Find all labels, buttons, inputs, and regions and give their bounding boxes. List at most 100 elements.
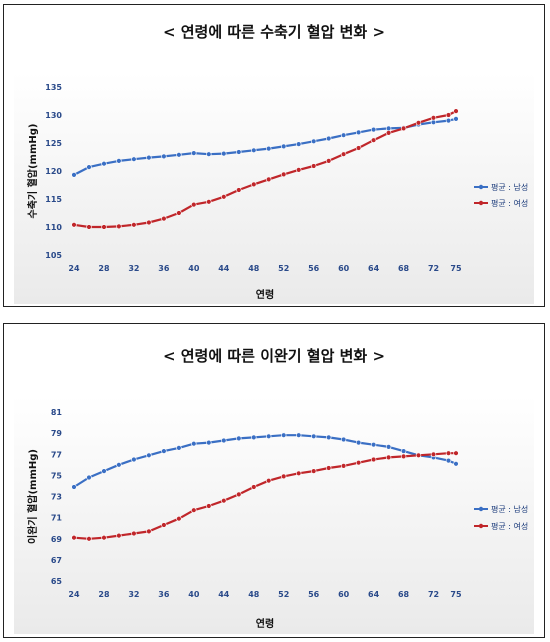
x-tick-label: 48	[248, 264, 260, 273]
data-point	[131, 222, 137, 228]
data-point	[101, 535, 107, 541]
data-point	[191, 201, 197, 208]
y-axis-label: 이완기 혈압(mmHg)	[26, 449, 39, 544]
data-point	[311, 163, 317, 169]
data-point	[281, 473, 287, 480]
y-tick-label: 73	[51, 493, 62, 502]
y-axis-label: 수축기 혈압(mmHg)	[26, 124, 39, 219]
data-point	[251, 147, 257, 154]
data-point	[430, 451, 437, 457]
data-point	[370, 456, 377, 463]
data-point	[296, 141, 302, 147]
diastolic-chart-panel: < 연령에 따른 이완기 혈압 변화 > 65 67 69 71 73 75 77 79 81 2…	[3, 323, 545, 638]
x-tick-label: 64	[368, 264, 380, 273]
data-point	[206, 151, 212, 157]
y-tick-label: 120	[45, 167, 62, 176]
x-tick-label: 75	[450, 590, 462, 599]
data-point	[236, 491, 242, 498]
data-point	[370, 126, 377, 133]
data-point	[221, 437, 227, 444]
data-point	[281, 432, 287, 438]
data-point	[161, 153, 167, 160]
data-point	[326, 434, 332, 441]
data-point	[296, 167, 302, 173]
diastolic-chart-svg: 65 67 69 71 73 75 77 79 81 24 28 32 36 40 44 48 52 56 60 64…	[26, 408, 528, 630]
x-tick-label: 52	[278, 264, 289, 273]
x-tick-label: 56	[308, 590, 320, 599]
x-tick-label: 64	[368, 590, 380, 599]
data-point	[146, 154, 152, 161]
legend-marker	[478, 200, 484, 206]
data-point	[161, 215, 167, 222]
data-point	[86, 164, 92, 170]
chart-title: < 연령에 따른 수축기 혈압 변화 >	[162, 23, 386, 41]
data-point	[191, 440, 197, 447]
data-point	[176, 515, 182, 522]
data-point	[453, 108, 459, 114]
legend-marker	[478, 506, 484, 512]
x-tick-label: 24	[68, 590, 80, 599]
data-point	[340, 132, 347, 138]
y-tick-label: 125	[45, 139, 62, 148]
x-tick-label: 60	[338, 590, 350, 599]
data-point	[206, 503, 212, 509]
x-tick-label: 40	[188, 590, 200, 599]
data-point	[146, 528, 152, 535]
data-point	[131, 156, 137, 162]
data-point	[340, 151, 347, 157]
y-tick-label: 77	[51, 450, 62, 459]
data-point	[236, 435, 242, 442]
data-point	[191, 150, 197, 156]
data-point	[326, 465, 332, 471]
data-point	[191, 507, 197, 513]
data-point	[311, 138, 317, 145]
y-tick-label: 135	[45, 83, 62, 92]
x-tick-label: 28	[98, 590, 110, 599]
y-tick-label: 115	[45, 195, 62, 204]
data-point	[266, 477, 272, 484]
data-point	[296, 470, 302, 477]
data-point	[311, 433, 317, 439]
systolic-chart-panel: < 연령에 따른 수축기 혈압 변화 > 105 110 115 120 125 130 1…	[3, 4, 545, 307]
data-point	[296, 432, 302, 438]
data-point	[116, 158, 122, 164]
data-point	[340, 463, 347, 469]
data-point	[415, 120, 422, 126]
data-point	[385, 454, 392, 461]
data-point	[116, 223, 122, 230]
data-point	[71, 484, 77, 490]
y-tick-label: 105	[45, 251, 62, 260]
data-point	[385, 130, 392, 136]
x-tick-label: 32	[128, 590, 139, 599]
data-point	[161, 522, 167, 528]
chart-title: < 연령에 따른 이완기 혈압 변화 >	[162, 347, 386, 365]
data-point	[146, 219, 152, 226]
data-point	[445, 112, 452, 118]
x-tick-label: 44	[218, 264, 230, 273]
data-point	[101, 468, 107, 474]
data-point	[311, 468, 317, 474]
data-point	[221, 497, 227, 504]
x-tick-label: 75	[450, 264, 462, 273]
data-point	[340, 436, 347, 443]
data-point	[71, 535, 77, 541]
data-point	[385, 125, 392, 132]
x-tick-label: 72	[428, 264, 439, 273]
x-tick-label: 40	[188, 264, 200, 273]
data-point	[116, 532, 122, 539]
data-point	[370, 441, 377, 448]
y-tick-label: 65	[51, 577, 63, 586]
series-line	[73, 117, 457, 176]
x-tick-label: 52	[278, 590, 289, 599]
legend-marker	[478, 523, 484, 529]
data-point	[86, 224, 92, 230]
data-point	[415, 452, 422, 458]
legend-entry: 평균 : 남성	[491, 182, 528, 192]
y-tick-label: 75	[51, 471, 63, 480]
x-tick-label: 72	[428, 590, 439, 599]
data-point	[355, 145, 362, 151]
data-point	[131, 456, 137, 463]
data-point	[206, 439, 212, 446]
plot-area: 105 110 115 120 125 130 135 24 28 32 36 40 44 48 52 56 6…	[14, 72, 534, 304]
data-point	[355, 459, 362, 466]
